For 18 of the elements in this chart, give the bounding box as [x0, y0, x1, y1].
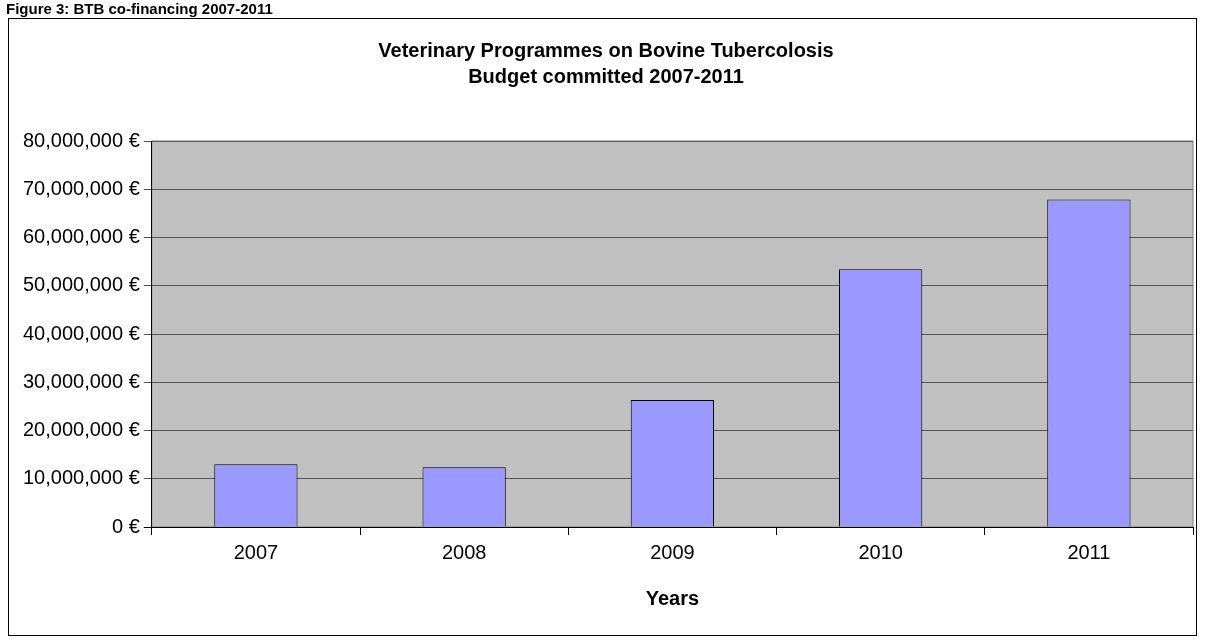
- x-tick-label: 2008: [441, 540, 487, 563]
- y-tick-label: 60,000,000 €: [23, 225, 140, 248]
- chart-title: Veterinary Programmes on Bovine Tubercolosis: [378, 38, 834, 61]
- x-tick-label: 2009: [650, 540, 695, 563]
- caption: Figure 3: BTB co-financing 2007-2011: [6, 0, 273, 17]
- y-tick-label: 20,000,000 €: [23, 418, 140, 441]
- y-tick-label: 40,000,000 €: [23, 321, 140, 344]
- x-tick-label: 2007: [233, 540, 279, 563]
- y-tick-label: 50,000,000 €: [23, 273, 140, 296]
- x-axis-title: Years: [645, 586, 700, 609]
- x-tick-label: 2011: [1067, 540, 1111, 563]
- y-tick-label: 30,000,000 €: [23, 369, 140, 392]
- x-tick-label: 2010: [858, 540, 903, 563]
- y-tick-label: 0 €: [111, 514, 140, 537]
- y-tick-label: 80,000,000 €: [23, 128, 140, 151]
- y-tick-label: 70,000,000 €: [23, 176, 140, 199]
- chart-subtitle: Budget committed 2007-2011: [468, 64, 744, 87]
- y-tick-label: 10,000,000 €: [23, 466, 140, 489]
